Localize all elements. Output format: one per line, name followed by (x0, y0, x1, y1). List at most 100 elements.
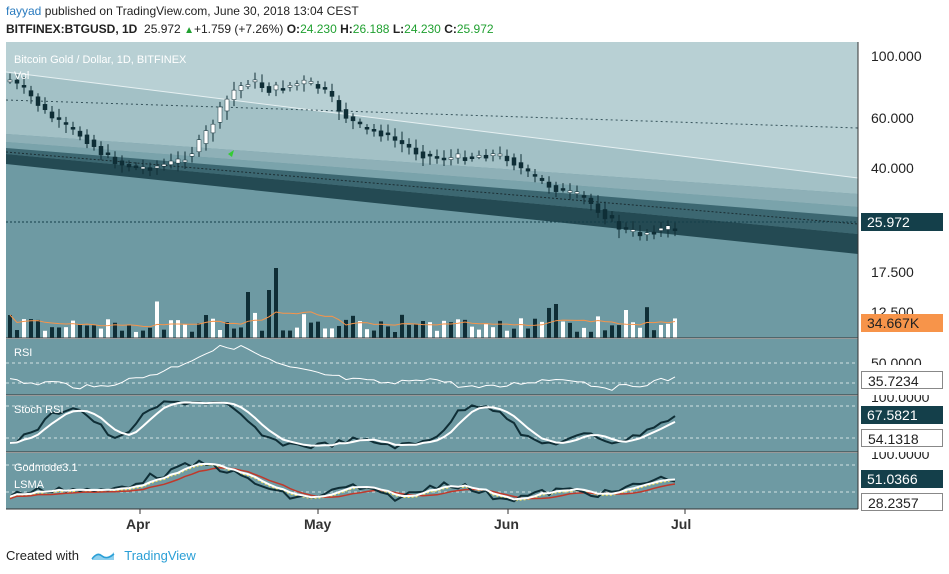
regression-channel (6, 42, 858, 254)
volume-bar (239, 327, 243, 338)
godmode-white-line (9, 462, 676, 501)
godmode-label: Godmode3.1 (14, 462, 78, 474)
channel-band-6 (6, 154, 858, 254)
candle-body (252, 79, 258, 83)
candle-body (287, 85, 293, 88)
candle-body (574, 191, 580, 194)
candle-body (483, 154, 489, 159)
volume-bar (50, 327, 54, 338)
volume-bar (435, 330, 439, 338)
volume-bar (113, 322, 117, 338)
candle-body (392, 136, 398, 141)
volume-bar (64, 327, 68, 338)
volume-bar (344, 319, 348, 338)
candle-body (133, 165, 139, 169)
created-with-text: Created with (6, 548, 79, 563)
channel-band-2 (6, 72, 858, 194)
candle-body (336, 100, 342, 112)
godmode-signal-line (9, 467, 676, 500)
candle-body (238, 85, 244, 91)
volume-bar (505, 330, 509, 338)
volume-bar (267, 290, 271, 338)
month-may: May (304, 516, 332, 532)
rsi-pane-bg (6, 339, 858, 395)
footer: Created with TradingView (6, 548, 196, 564)
volume-bar (71, 320, 75, 338)
volume-bar (379, 321, 383, 338)
volume-bar (456, 319, 460, 338)
volume-bar (232, 328, 236, 338)
volume-bar (281, 330, 285, 338)
candle-body (98, 146, 104, 156)
stoch-k-tag: 67.5821 (861, 406, 943, 424)
godmode-pane[interactable] (6, 453, 858, 509)
signal-marker (228, 150, 234, 157)
volume-bar (316, 321, 320, 338)
candle-body (308, 81, 314, 84)
author-link[interactable]: fayyad (6, 4, 42, 18)
candle-body (511, 157, 517, 166)
candlesticks (7, 72, 678, 241)
godmode-value2-tag: 28.2357 (861, 493, 943, 511)
candle-body (182, 159, 188, 163)
volume-bar (274, 268, 278, 338)
volume-bar (351, 315, 355, 338)
month-jun: Jun (494, 516, 519, 532)
volume-bar (162, 329, 166, 338)
price-tick-60: 60.000 (871, 110, 914, 126)
stoch-k-line (9, 400, 676, 450)
last-price: 25.972 (144, 22, 181, 36)
volume-bar (407, 325, 411, 338)
volume-bar (36, 319, 40, 338)
candle-body (399, 140, 405, 145)
candle-body (385, 132, 391, 136)
candle-body (469, 156, 475, 159)
rsi-tick: 50.0000 (871, 356, 922, 365)
volume-bar (631, 322, 635, 338)
candle-body (196, 139, 202, 153)
volume-bar (442, 320, 446, 338)
tradingview-logo-icon[interactable] (90, 549, 115, 564)
candle-body (427, 153, 433, 157)
godmode-pane-bg (6, 453, 858, 509)
volume-bar (652, 330, 656, 338)
volume-bar (540, 321, 544, 338)
volume-bar (253, 312, 257, 338)
symbol-label: BITFINEX:BTGUSD, 1D (6, 22, 138, 36)
candle-body (637, 232, 643, 237)
volume-bar (463, 319, 467, 338)
chart-area[interactable]: Bitcoin Gold / Dollar, 1D, BITFINEX Vol … (6, 42, 943, 532)
stoch-rsi-pane[interactable] (6, 396, 858, 452)
volume-bar (372, 330, 376, 338)
main-price-pane[interactable] (6, 42, 858, 338)
candle-body (231, 89, 237, 100)
volume-bar (470, 326, 474, 338)
volume-bar (78, 324, 82, 338)
candle-body (539, 177, 545, 181)
volume-bar (155, 301, 159, 338)
godmode-main-line (9, 459, 676, 503)
volume-bar (99, 328, 103, 338)
candle-body (7, 79, 13, 83)
volume-bar (330, 328, 334, 338)
candle-body (616, 221, 622, 230)
month-apr: Apr (126, 516, 151, 532)
candle-body (595, 203, 601, 213)
volume-bar (92, 325, 96, 338)
candle-body (532, 174, 538, 177)
chart-canvas[interactable] (6, 42, 943, 516)
tradingview-link[interactable]: TradingView (124, 548, 196, 563)
candle-body (273, 84, 279, 91)
candle-body (147, 167, 153, 171)
volume-bar (29, 319, 33, 338)
candle-body (49, 111, 55, 119)
candle-body (224, 98, 230, 112)
volume-bar (561, 321, 565, 338)
candle-body (56, 117, 62, 120)
volume-bar (575, 331, 579, 338)
candle-body (462, 157, 468, 161)
volume-bar (617, 325, 621, 338)
candle-body (623, 227, 629, 230)
rsi-pane[interactable] (6, 339, 858, 395)
channel-top-line (6, 71, 858, 179)
